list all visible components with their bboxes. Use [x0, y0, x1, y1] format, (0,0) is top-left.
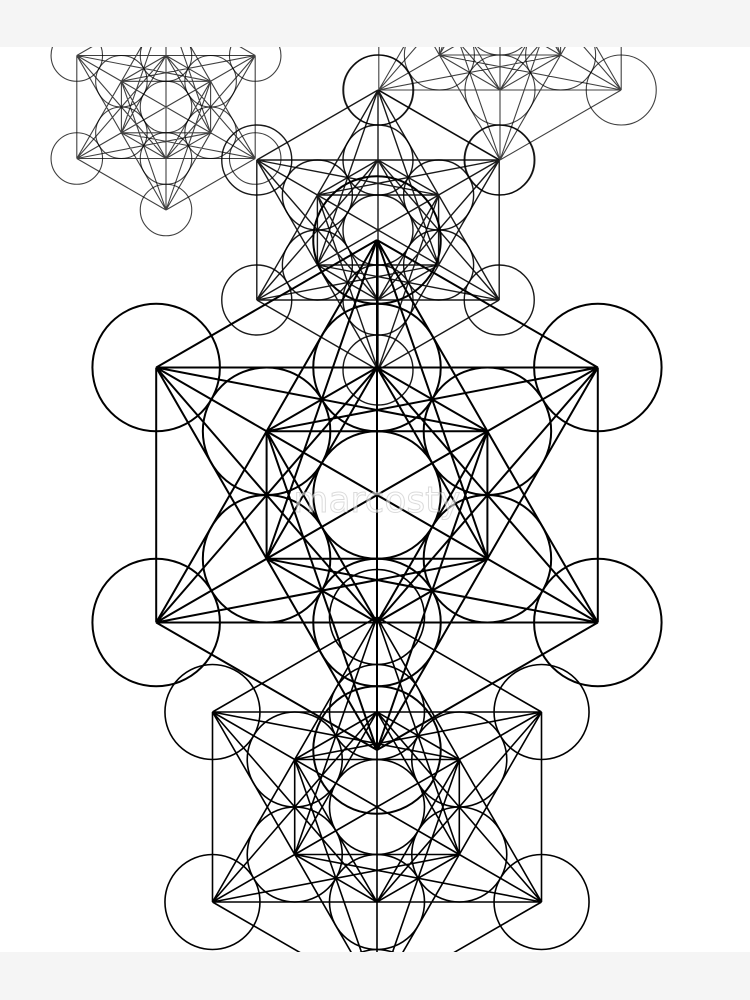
cube-circle — [95, 54, 148, 108]
cube-circle — [585, 54, 657, 126]
cube-circle — [402, 229, 475, 301]
cube-circle — [533, 557, 663, 688]
watermark: marcosty — [293, 480, 460, 521]
cube-circle — [50, 132, 104, 185]
metatron-cubes — [50, 47, 663, 952]
print-area — [0, 47, 750, 952]
cube — [91, 175, 663, 815]
cube-circle — [228, 132, 282, 185]
cube-circle — [525, 47, 597, 91]
cube-circle — [312, 685, 442, 815]
cube-circle — [246, 711, 344, 808]
cube-circle — [533, 302, 663, 433]
cube-circle — [312, 175, 442, 305]
cube-circle — [139, 47, 193, 82]
cube-circle — [422, 494, 553, 624]
cube-circle — [201, 366, 332, 496]
cube-circle — [403, 47, 475, 91]
cube-circle — [91, 302, 221, 433]
cube-circle — [184, 106, 237, 160]
cube-circle — [410, 806, 508, 903]
cube — [164, 568, 590, 952]
cube-circle — [493, 663, 590, 761]
cube-circle — [463, 124, 535, 196]
cube-circle — [493, 853, 590, 951]
cube-circle — [91, 557, 221, 688]
cube-circle — [221, 124, 293, 196]
cube-circle — [221, 264, 293, 336]
cube — [50, 47, 282, 237]
cube-circle — [463, 264, 535, 336]
cube-circle — [342, 54, 414, 126]
cube-circle — [139, 183, 193, 237]
cube-circle — [281, 159, 354, 231]
cube-circle — [228, 47, 282, 82]
cube-circle — [50, 47, 104, 82]
cube-circle — [359, 948, 395, 952]
cube-circle — [164, 853, 261, 951]
cube-circle — [164, 663, 261, 761]
